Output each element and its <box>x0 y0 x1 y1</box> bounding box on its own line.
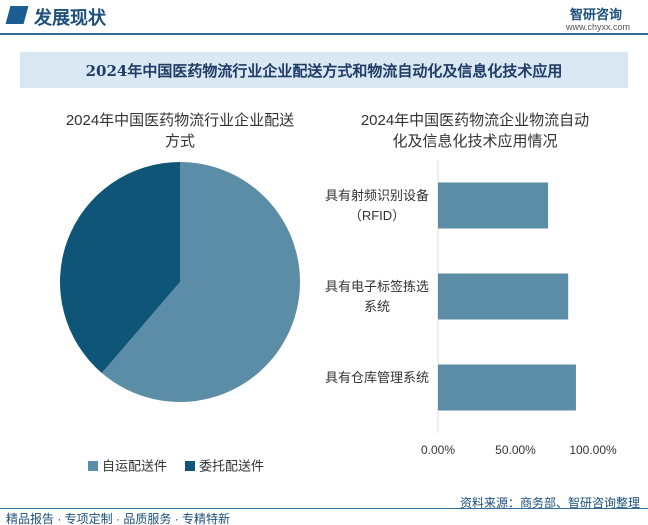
logo: 智研咨询 <box>570 7 623 22</box>
page-title: 2024年中国医药物流行业企业配送方式和物流自动化及信息化技术应用 <box>85 62 563 80</box>
x-tick-label: 50.00% <box>495 443 536 457</box>
section-title: 发展现状 <box>34 8 106 28</box>
bar-title: 2024年中国医药物流企业物流自动化及信息化技术应用情况 <box>360 112 590 150</box>
x-tick-label: 0.00% <box>421 443 455 457</box>
bar <box>438 273 569 320</box>
legend-label: 委托配送件 <box>199 458 264 473</box>
title-bar <box>20 52 628 88</box>
pie-title: 2024年中国医药物流行业企业配送方式 <box>65 112 295 150</box>
url: www.chyxx.com <box>566 22 631 32</box>
pie-slice <box>101 162 300 403</box>
legend-swatch <box>88 461 98 471</box>
x-tick-label: 100.00% <box>569 443 617 457</box>
y-tick-label: 具有仓库管理系统 <box>324 369 429 385</box>
legend-swatch <box>185 461 195 471</box>
legend-label: 自运配送件 <box>102 458 167 473</box>
pie-slice <box>60 162 181 374</box>
bar <box>438 182 549 229</box>
source: 资料来源：商务部、智研咨询整理 <box>459 496 640 510</box>
y-tick-label: 具有射频识别设备（RFID） <box>324 187 429 223</box>
bar <box>438 364 576 411</box>
footer-line <box>0 508 648 509</box>
slogan: 精品报告 · 专项定制 · 品质服务 · 专精特新 <box>6 512 230 525</box>
header-bar <box>0 33 648 35</box>
y-tick-label: 具有电子标签拣选系统 <box>324 278 429 314</box>
